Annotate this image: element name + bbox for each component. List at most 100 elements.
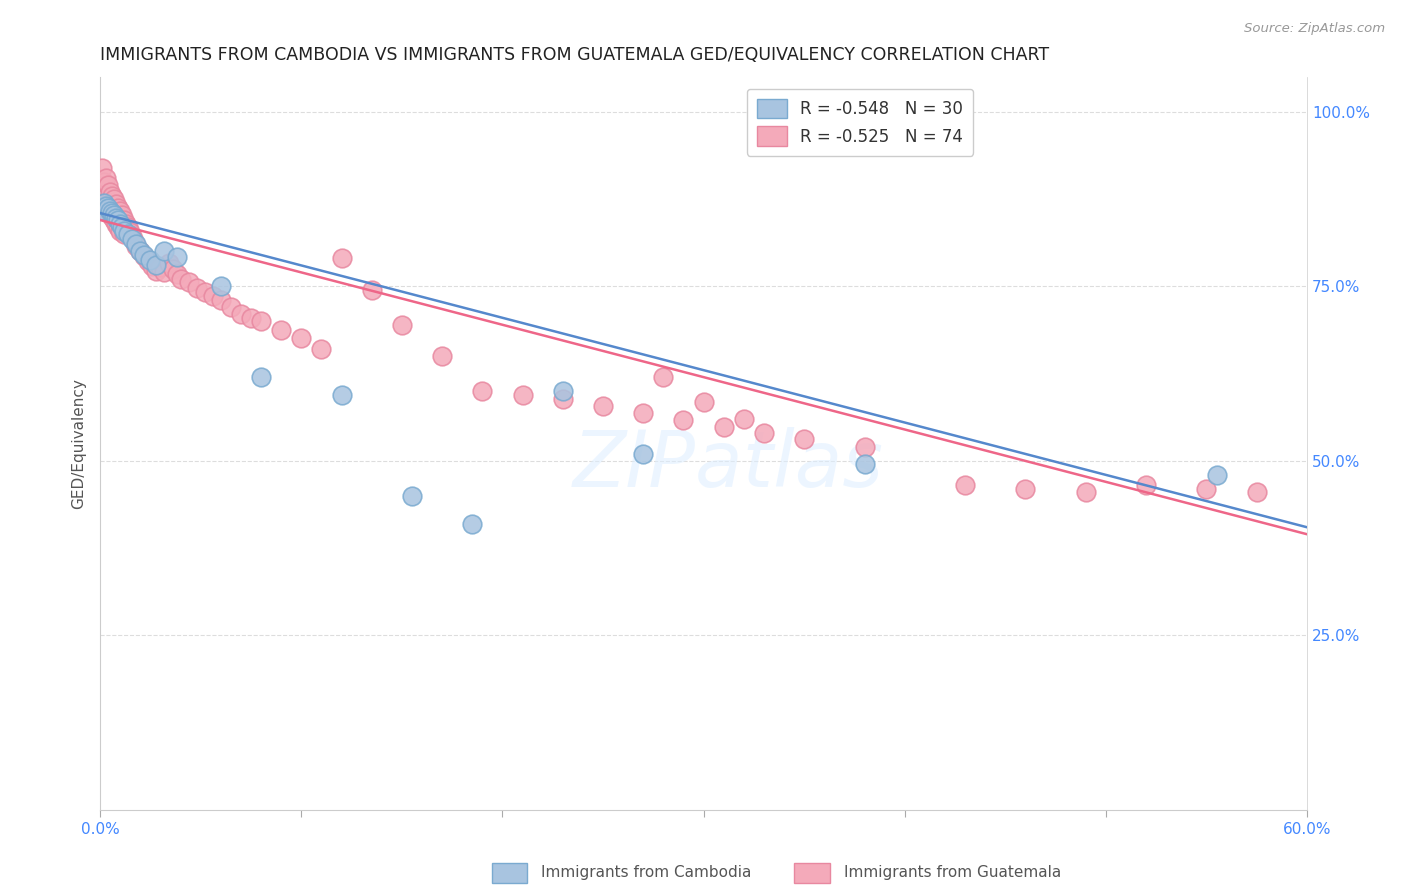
Point [551,392,574,407]
Point [311,342,333,356]
Point [330,252,353,266]
Point [93,175,115,189]
Point [177,275,200,289]
Point [101,188,124,202]
Point [270,323,292,337]
Point [103,192,125,206]
Point [853,458,876,472]
Point [853,440,876,454]
Point [112,227,135,241]
Point [290,331,312,345]
Point [93,195,115,210]
Point [98,206,121,220]
Point [105,211,128,225]
Point [93,195,115,210]
Point [250,370,273,384]
Point [139,252,162,267]
Point [105,217,128,231]
Point [129,244,152,259]
Point [107,201,129,215]
Point [105,197,128,211]
Point [97,201,120,215]
Point [793,432,815,446]
Point [209,293,232,308]
Point [169,272,191,286]
Point [141,259,163,273]
Point [186,281,208,295]
Point [125,239,148,253]
Point [153,244,176,259]
Point [631,407,654,421]
Point [103,213,125,227]
Point [125,237,148,252]
Point [652,370,675,384]
Point [162,261,184,276]
Point [121,232,143,246]
Legend: R = -0.548   N = 30, R = -0.525   N = 74: R = -0.548 N = 30, R = -0.525 N = 74 [747,89,973,156]
Point [953,478,976,492]
Point [1195,482,1218,496]
Text: Source: ZipAtlas.com: Source: ZipAtlas.com [1244,22,1385,36]
Point [111,208,134,222]
Point [240,310,263,325]
Point [430,349,453,363]
Point [692,394,714,409]
Point [153,265,176,279]
Point [157,255,180,269]
Point [330,387,353,401]
Point [101,210,124,224]
Point [149,260,172,274]
Point [461,516,484,531]
Point [733,412,755,426]
Point [91,202,114,217]
Point [96,199,118,213]
Point [145,259,167,273]
Point [98,185,121,199]
Point [512,387,534,401]
Point [201,289,224,303]
Text: ZIPatlas: ZIPatlas [572,427,883,503]
Point [110,203,132,218]
Point [129,244,152,259]
Y-axis label: GED/Equivalency: GED/Equivalency [72,378,86,509]
Point [551,384,574,398]
Point [110,223,132,237]
Text: Immigrants from Guatemala: Immigrants from Guatemala [844,865,1062,880]
Point [219,301,242,315]
Point [250,314,273,328]
Point [401,489,423,503]
Point [97,178,120,193]
Point [107,213,129,227]
Point [121,229,143,244]
Point [91,161,114,175]
Point [111,219,134,234]
Point [112,213,135,227]
Point [134,248,156,262]
Point [96,171,118,186]
Point [391,318,413,332]
Point [166,250,188,264]
Point [103,208,125,222]
Point [98,203,121,218]
Point [110,217,132,231]
Point [592,400,614,414]
Point [1014,482,1036,496]
Point [166,267,188,281]
Point [115,217,138,231]
Point [145,264,167,278]
Point [229,307,252,321]
Point [752,425,775,440]
Text: IMMIGRANTS FROM CAMBODIA VS IMMIGRANTS FROM GUATEMALA GED/EQUIVALENCY CORRELATIO: IMMIGRANTS FROM CAMBODIA VS IMMIGRANTS F… [100,46,1049,64]
Point [96,199,118,213]
Point [194,285,217,299]
Point [124,234,146,248]
Point [120,225,142,239]
Point [1074,485,1097,500]
Point [101,206,124,220]
Text: Immigrants from Cambodia: Immigrants from Cambodia [541,865,752,880]
Point [117,227,139,241]
Point [713,420,735,434]
Point [117,219,139,234]
Point [471,384,494,398]
Point [209,279,232,293]
